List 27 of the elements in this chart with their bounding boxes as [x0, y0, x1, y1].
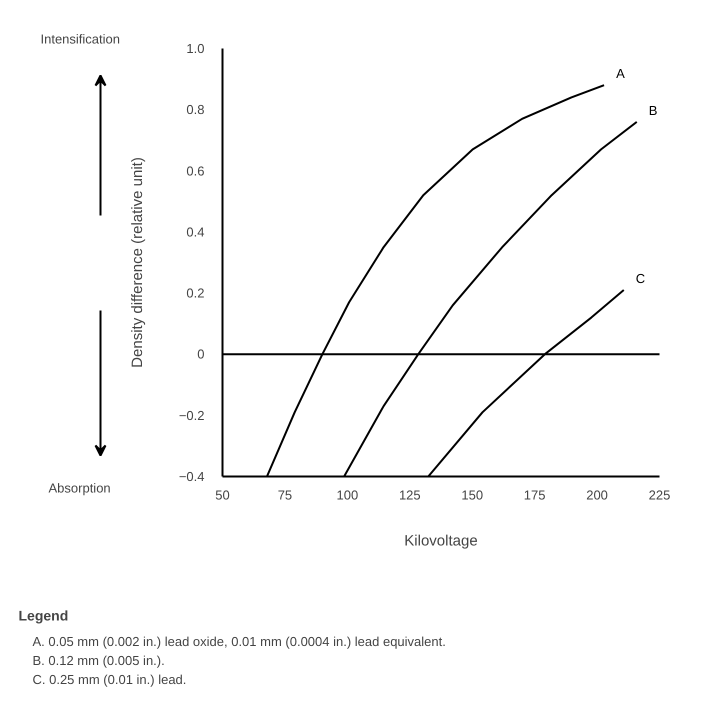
series-label: A: [616, 66, 626, 82]
x-tick-label: 150: [461, 488, 484, 502]
y-tick-label: 1.0: [186, 41, 205, 56]
series-label: B: [648, 102, 658, 118]
x-axis-title: Kilovoltage: [404, 532, 478, 550]
x-tick-label: 75: [278, 488, 292, 502]
text: C. 0.25 mm (0.01 in.) lead.: [32, 672, 186, 687]
x-tick-label: 200: [586, 488, 608, 502]
x-tick-label: 50: [215, 488, 230, 502]
text: A. 0.05 mm (0.002 in.) lead oxide, 0.01 mm (0.0004 in.) lead equivalent.: [32, 634, 446, 649]
x-tick-label: 225: [648, 488, 670, 502]
x-tick-label: 100: [336, 488, 358, 502]
y-axis-title: Density difference (relative unit): [128, 157, 146, 368]
text: Legend: [18, 608, 68, 624]
y-tick-label: 0: [197, 346, 205, 362]
text: Intensification: [40, 32, 120, 46]
y-tick-label: −0.2: [178, 408, 205, 423]
y-tick-label: 0.8: [186, 102, 205, 118]
y-tick-label: −0.4: [178, 469, 205, 484]
x-tick-label: 125: [398, 488, 421, 502]
series-label: C: [636, 271, 646, 286]
text: Absorption: [48, 480, 111, 496]
y-tick-label: 0.6: [186, 163, 205, 178]
y-tick-label: 0.4: [186, 224, 205, 240]
y-tick-label: 0.2: [186, 286, 205, 301]
text: B. 0.12 mm (0.005 in.).: [32, 653, 165, 668]
x-tick-label: 175: [524, 488, 546, 502]
